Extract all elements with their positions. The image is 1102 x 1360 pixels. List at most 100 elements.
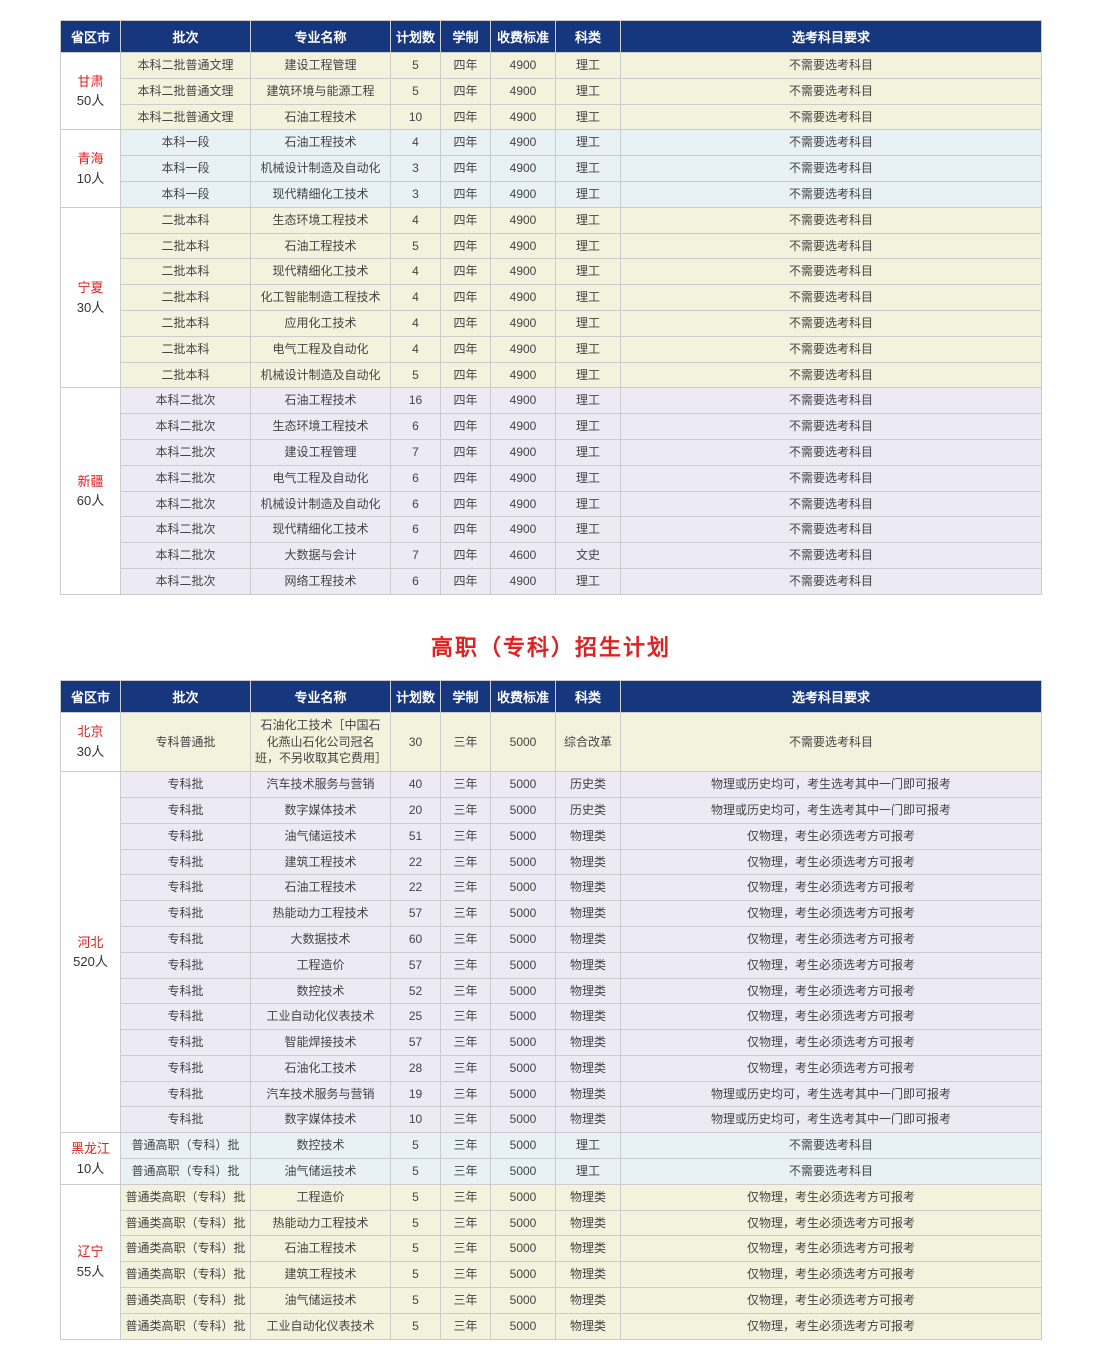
province-name: 青海 <box>65 149 116 169</box>
table-row: 专科批汽车技术服务与营销19三年5000物理类物理或历史均可，考生选考其中一门即… <box>61 1081 1042 1107</box>
data-cell: 三年 <box>441 1313 491 1339</box>
admissions-table-1: 省区市批次专业名称计划数学制收费标准科类选考科目要求 甘肃50人本科二批普通文理… <box>60 20 1042 595</box>
data-cell: 工程造价 <box>251 1184 391 1210</box>
province-name: 北京 <box>65 722 116 742</box>
province-count: 50人 <box>65 91 116 111</box>
data-cell: 5000 <box>491 772 556 798</box>
data-cell: 40 <box>391 772 441 798</box>
data-cell: 物理或历史均可，考生选考其中一门即可报考 <box>621 772 1042 798</box>
data-cell: 物理类 <box>556 823 621 849</box>
col-header: 批次 <box>121 680 251 712</box>
data-cell: 专科批 <box>121 823 251 849</box>
data-cell: 汽车技术服务与营销 <box>251 772 391 798</box>
data-cell: 理工 <box>556 414 621 440</box>
table-row: 专科批工业自动化仪表技术25三年5000物理类仅物理，考生必须选考方可报考 <box>61 1004 1042 1030</box>
data-cell: 三年 <box>441 875 491 901</box>
data-cell: 电气工程及自动化 <box>251 465 391 491</box>
col-header: 科类 <box>556 21 621 53</box>
data-cell: 不需要选考科目 <box>621 388 1042 414</box>
data-cell: 三年 <box>441 712 491 771</box>
data-cell: 物理类 <box>556 849 621 875</box>
data-cell: 机械设计制造及自动化 <box>251 362 391 388</box>
data-cell: 本科二批普通文理 <box>121 104 251 130</box>
data-cell: 三年 <box>441 1107 491 1133</box>
data-cell: 51 <box>391 823 441 849</box>
data-cell: 5000 <box>491 901 556 927</box>
data-cell: 理工 <box>556 207 621 233</box>
data-cell: 油气储运技术 <box>251 1288 391 1314</box>
data-cell: 物理类 <box>556 1262 621 1288</box>
data-cell: 不需要选考科目 <box>621 78 1042 104</box>
data-cell: 不需要选考科目 <box>621 285 1042 311</box>
data-cell: 普通高职（专科）批 <box>121 1159 251 1185</box>
data-cell: 不需要选考科目 <box>621 712 1042 771</box>
table-row: 本科二批次机械设计制造及自动化6四年4900理工不需要选考科目 <box>61 491 1042 517</box>
table-row: 普通类高职（专科）批热能动力工程技术5三年5000物理类仅物理，考生必须选考方可… <box>61 1210 1042 1236</box>
data-cell: 物理类 <box>556 1288 621 1314</box>
data-cell: 理工 <box>556 336 621 362</box>
data-cell: 历史类 <box>556 797 621 823</box>
data-cell: 现代精细化工技术 <box>251 259 391 285</box>
col-header: 选考科目要求 <box>621 21 1042 53</box>
province-cell: 新疆60人 <box>61 388 121 594</box>
data-cell: 理工 <box>556 156 621 182</box>
data-cell: 不需要选考科目 <box>621 414 1042 440</box>
data-cell: 普通类高职（专科）批 <box>121 1313 251 1339</box>
data-cell: 4600 <box>491 543 556 569</box>
data-cell: 四年 <box>441 517 491 543</box>
data-cell: 5 <box>391 1262 441 1288</box>
data-cell: 热能动力工程技术 <box>251 1210 391 1236</box>
data-cell: 生态环境工程技术 <box>251 414 391 440</box>
data-cell: 三年 <box>441 1288 491 1314</box>
data-cell: 5000 <box>491 849 556 875</box>
data-cell: 物理或历史均可，考生选考其中一门即可报考 <box>621 797 1042 823</box>
table-row: 北京30人专科普通批石油化工技术［中国石化燕山石化公司冠名班，不另收取其它费用］… <box>61 712 1042 771</box>
province-count: 10人 <box>65 1159 116 1179</box>
data-cell: 物理类 <box>556 1210 621 1236</box>
data-cell: 57 <box>391 901 441 927</box>
data-cell: 28 <box>391 1055 441 1081</box>
data-cell: 二批本科 <box>121 207 251 233</box>
data-cell: 四年 <box>441 53 491 79</box>
table-row: 普通类高职（专科）批工业自动化仪表技术5三年5000物理类仅物理，考生必须选考方… <box>61 1313 1042 1339</box>
data-cell: 22 <box>391 849 441 875</box>
table-row: 本科二批次大数据与会计7四年4600文史不需要选考科目 <box>61 543 1042 569</box>
data-cell: 普通类高职（专科）批 <box>121 1210 251 1236</box>
data-cell: 三年 <box>441 1159 491 1185</box>
data-cell: 4900 <box>491 285 556 311</box>
table-row: 二批本科化工智能制造工程技术4四年4900理工不需要选考科目 <box>61 285 1042 311</box>
data-cell: 石油工程技术 <box>251 875 391 901</box>
data-cell: 理工 <box>556 568 621 594</box>
data-cell: 25 <box>391 1004 441 1030</box>
data-cell: 5000 <box>491 926 556 952</box>
data-cell: 石油工程技术 <box>251 388 391 414</box>
data-cell: 16 <box>391 388 441 414</box>
data-cell: 专科批 <box>121 875 251 901</box>
data-cell: 不需要选考科目 <box>621 130 1042 156</box>
data-cell: 10 <box>391 104 441 130</box>
data-cell: 三年 <box>441 1081 491 1107</box>
data-cell: 4900 <box>491 233 556 259</box>
data-cell: 57 <box>391 1030 441 1056</box>
data-cell: 三年 <box>441 1262 491 1288</box>
data-cell: 4900 <box>491 156 556 182</box>
data-cell: 4 <box>391 130 441 156</box>
data-cell: 5000 <box>491 712 556 771</box>
data-cell: 5 <box>391 78 441 104</box>
data-cell: 仅物理，考生必须选考方可报考 <box>621 978 1042 1004</box>
province-name: 新疆 <box>65 472 116 492</box>
col-header: 收费标准 <box>491 21 556 53</box>
data-cell: 物理类 <box>556 1055 621 1081</box>
table-row: 专科批石油化工技术28三年5000物理类仅物理，考生必须选考方可报考 <box>61 1055 1042 1081</box>
data-cell: 三年 <box>441 1210 491 1236</box>
data-cell: 仅物理，考生必须选考方可报考 <box>621 875 1042 901</box>
data-cell: 机械设计制造及自动化 <box>251 491 391 517</box>
data-cell: 4900 <box>491 207 556 233</box>
province-cell: 北京30人 <box>61 712 121 771</box>
data-cell: 建设工程管理 <box>251 53 391 79</box>
table-row: 专科批工程造价57三年5000物理类仅物理，考生必须选考方可报考 <box>61 952 1042 978</box>
col-header: 计划数 <box>391 680 441 712</box>
data-cell: 专科批 <box>121 1030 251 1056</box>
table-row: 二批本科电气工程及自动化4四年4900理工不需要选考科目 <box>61 336 1042 362</box>
data-cell: 4900 <box>491 259 556 285</box>
